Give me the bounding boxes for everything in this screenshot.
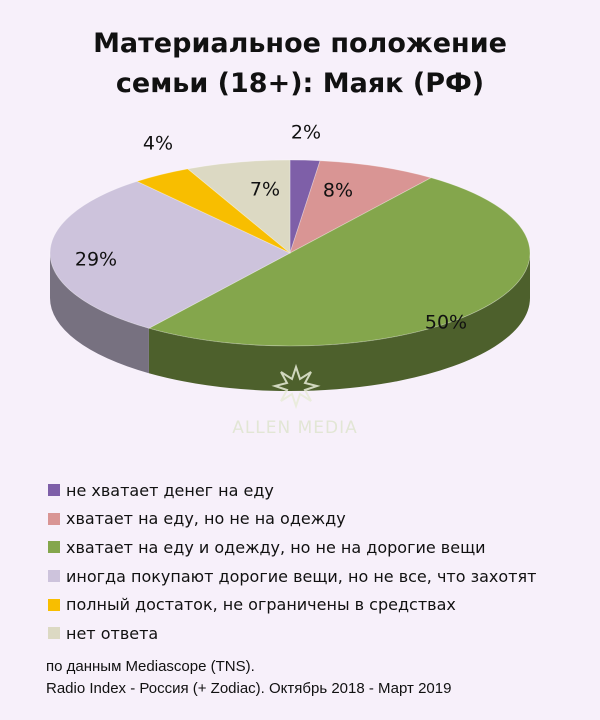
legend-item-3: хватает на еду и одежду, но не на дороги… <box>48 533 536 562</box>
legend-label: хватает на еду и одежду, но не на дороги… <box>66 537 486 557</box>
chart-legend: не хватает денег на еду хватает на еду, н… <box>48 476 536 648</box>
pie-chart: 2% 8% 50% 29% 4% 7% ALLEN MEDIA <box>49 122 531 438</box>
pie-slice-4 <box>49 180 291 329</box>
watermark: ALLEN MEDIA <box>232 363 358 438</box>
pie-side-3 <box>148 253 531 391</box>
legend-swatch <box>48 598 60 611</box>
legend-label: полный достаток, не ограничены в средств… <box>66 595 456 615</box>
legend-swatch <box>48 512 60 525</box>
legend-item-2: хватает на еду, но не на одежду <box>48 505 536 534</box>
pie-side-4 <box>49 253 149 374</box>
chart-title: Материальное положение семьи (18+): Маяк… <box>0 24 600 104</box>
legend-label: нет ответа <box>66 623 159 643</box>
pie-slice-1 <box>289 159 321 254</box>
legend-item-1: не хватает денег на еду <box>48 476 536 505</box>
pie-slice-2 <box>289 160 433 254</box>
legend-item-6: нет ответа <box>48 619 536 648</box>
pie-top <box>49 159 531 347</box>
legend-swatch <box>48 484 60 497</box>
legend-label: хватает на еду, но не на одежду <box>66 509 346 529</box>
legend-label: иногда покупают дорогие вещи, но не все,… <box>66 566 537 586</box>
pie-slice-6 <box>186 159 291 254</box>
source-line-2: Radio Index - Россия (+ Zodiac). Октябрь… <box>46 680 452 697</box>
pie-side-walls <box>49 253 531 391</box>
data-label-5: 4% <box>143 133 173 155</box>
pie-slice-3 <box>147 177 531 347</box>
data-label-3: 50% <box>425 312 467 334</box>
data-labels: 2% 8% 50% 29% 4% 7% <box>75 122 467 334</box>
legend-item-5: полный достаток, не ограничены в средств… <box>48 590 536 619</box>
data-label-4: 29% <box>75 249 117 271</box>
data-label-2: 8% <box>323 180 353 202</box>
legend-item-4: иногда покупают дорогие вещи, но не все,… <box>48 562 536 591</box>
legend-label: не хватает денег на еду <box>66 480 274 500</box>
chart-title-line-2: семьи (18+): Маяк (РФ) <box>115 68 485 99</box>
watermark-text: ALLEN MEDIA <box>232 418 358 438</box>
legend-swatch <box>48 541 60 554</box>
pie-slice-5 <box>135 168 291 254</box>
star-logo-icon <box>271 363 321 410</box>
legend-swatch <box>48 627 60 640</box>
chart-title-line-1: Материальное положение <box>93 28 507 59</box>
source-line-1: по данным Mediascope (TNS). <box>46 658 255 675</box>
data-label-1: 2% <box>291 122 321 144</box>
source-note: по данным Mediascope (TNS). Radio Index … <box>46 656 451 700</box>
data-label-6: 7% <box>250 179 280 201</box>
legend-swatch <box>48 570 60 583</box>
